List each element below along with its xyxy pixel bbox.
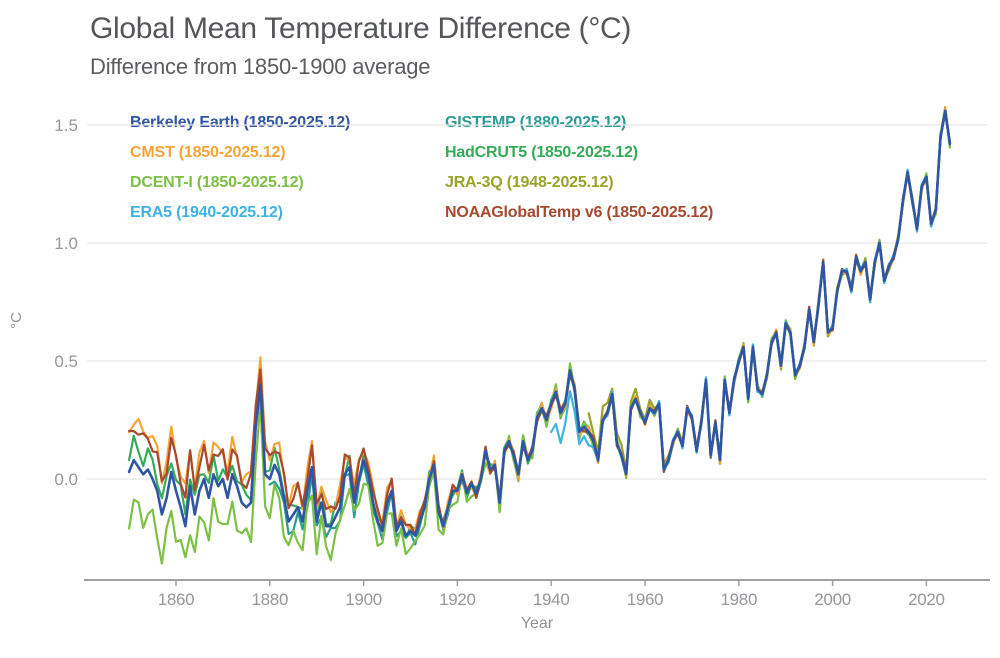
y-tick-label-0.5: 0.5 [54, 352, 78, 371]
x-tick-label-1920: 1920 [439, 590, 476, 609]
legend-column-right: GISTEMP (1880-2025.12) HadCRUT5 (1850-202… [445, 108, 713, 228]
legend-item-gistemp: GISTEMP (1880-2025.12) [445, 114, 627, 131]
x-tick-label-2000: 2000 [814, 590, 851, 609]
legend-item-cmst: CMST (1850-2025.12) [130, 144, 286, 161]
legend-item-era5: ERA5 (1940-2025.12) [130, 204, 283, 221]
x-axis-title: Year [521, 615, 554, 632]
x-tick-label-1960: 1960 [627, 590, 664, 609]
legend-item-hadcrut5: HadCRUT5 (1850-2025.12) [445, 144, 638, 161]
x-tick-label-2020: 2020 [908, 590, 945, 609]
legend: Berkeley Earth (1850-2025.12) CMST (1850-… [130, 108, 713, 228]
x-tick-label-1900: 1900 [345, 590, 382, 609]
chart-title: Global Mean Temperature Difference (°C) [90, 12, 632, 45]
x-tick-label-1860: 1860 [158, 590, 195, 609]
legend-item-berkeley-earth: Berkeley Earth (1850-2025.12) [130, 114, 351, 131]
x-tick-label-1980: 1980 [720, 590, 757, 609]
y-tick-label-1.0: 1.0 [54, 234, 78, 253]
series-line-berkeley-earth [127, 109, 952, 537]
y-tick-label-0.0: 0.0 [54, 470, 78, 489]
legend-item-noaaglobaltemp-v6: NOAAGlobalTemp v6 (1850-2025.12) [445, 204, 714, 221]
series-line-era5 [550, 111, 952, 474]
chart-subtitle: Difference from 1850-1900 average [90, 54, 431, 79]
y-tick-label-1.5: 1.5 [54, 116, 78, 135]
legend-item-jra-3q: JRA-3Q (1948-2025.12) [445, 174, 614, 191]
x-tick-label-1880: 1880 [251, 590, 288, 609]
legend-item-dcent-i: DCENT-I (1850-2025.12) [130, 174, 304, 191]
legend-column-left: Berkeley Earth (1850-2025.12) CMST (1850-… [130, 108, 445, 228]
x-tick-label-1940: 1940 [533, 590, 570, 609]
